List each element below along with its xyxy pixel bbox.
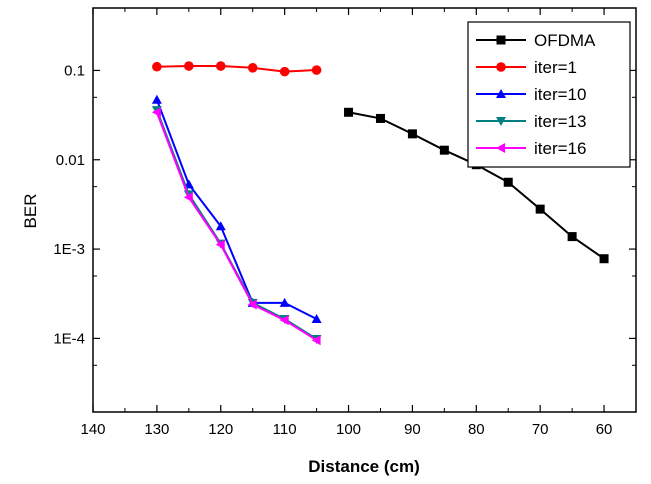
data-point xyxy=(279,297,290,307)
y-tick-label: 1E-4 xyxy=(53,330,85,347)
y-axis-title: BER xyxy=(21,194,40,229)
data-point xyxy=(503,177,513,187)
series-line xyxy=(155,111,318,342)
legend-item: iter=13 xyxy=(476,112,586,131)
data-point xyxy=(279,66,290,77)
legend-item: iter=1 xyxy=(476,58,577,77)
legend-label: OFDMA xyxy=(534,31,596,50)
legend-marker xyxy=(496,62,506,72)
series-2 xyxy=(151,94,322,323)
legend-item: iter=10 xyxy=(476,85,586,104)
legend-label: iter=13 xyxy=(534,112,586,131)
legend-item: iter=16 xyxy=(476,139,586,158)
legend-label: iter=1 xyxy=(534,58,577,77)
x-tick-label: 90 xyxy=(404,421,421,438)
legend-marker xyxy=(496,35,506,45)
series-line xyxy=(155,109,318,340)
series-line xyxy=(156,65,317,73)
data-point xyxy=(247,63,258,73)
data-point xyxy=(311,313,322,323)
data-point xyxy=(215,221,226,231)
data-point xyxy=(344,107,354,117)
plot-frame xyxy=(92,7,637,413)
x-tick-label: 130 xyxy=(144,421,169,438)
series-1 xyxy=(152,61,322,77)
data-point xyxy=(279,315,289,326)
x-tick-label: 60 xyxy=(596,421,613,438)
ticks-layer: 140 130 120 110 100 90 80 70 60 1E-4 1E-3 0.01 0.1 xyxy=(53,8,636,438)
data-point xyxy=(311,335,321,346)
series-line xyxy=(155,99,318,320)
data-point xyxy=(151,107,161,118)
y-tick-label: 0.01 xyxy=(56,152,85,169)
legend-item: OFDMA xyxy=(476,31,596,50)
data-point xyxy=(151,94,162,104)
series-layer xyxy=(151,61,609,346)
data-point xyxy=(183,192,193,203)
data-point xyxy=(439,145,449,155)
data-point xyxy=(535,204,545,214)
data-point xyxy=(215,239,225,250)
x-tick-label: 70 xyxy=(532,421,549,438)
x-tick-label: 80 xyxy=(468,421,485,438)
legend-label: iter=16 xyxy=(534,139,586,158)
x-tick-label: 110 xyxy=(273,421,297,438)
legend-marker xyxy=(496,117,506,126)
data-point xyxy=(247,299,257,310)
data-point xyxy=(567,232,577,242)
data-point xyxy=(599,254,609,264)
data-point xyxy=(152,61,162,72)
data-point xyxy=(215,61,226,71)
data-point xyxy=(407,129,417,139)
series-4 xyxy=(151,107,321,346)
x-tick-label: 100 xyxy=(336,421,361,438)
x-axis-title: Distance (cm) xyxy=(308,457,419,476)
legend: OFDMA iter=1 iter=10 iter=13 iter=16 xyxy=(467,21,631,168)
legend-label: iter=10 xyxy=(534,85,586,104)
x-tick-label: 140 xyxy=(80,421,105,438)
data-point xyxy=(311,65,322,75)
y-tick-label: 0.1 xyxy=(64,62,85,79)
legend-marker xyxy=(496,143,505,153)
legend-marker xyxy=(496,89,506,98)
data-point xyxy=(375,113,385,123)
y-tick-label: 1E-3 xyxy=(53,241,85,258)
x-tick-label: 120 xyxy=(208,421,233,438)
data-point xyxy=(184,61,194,71)
